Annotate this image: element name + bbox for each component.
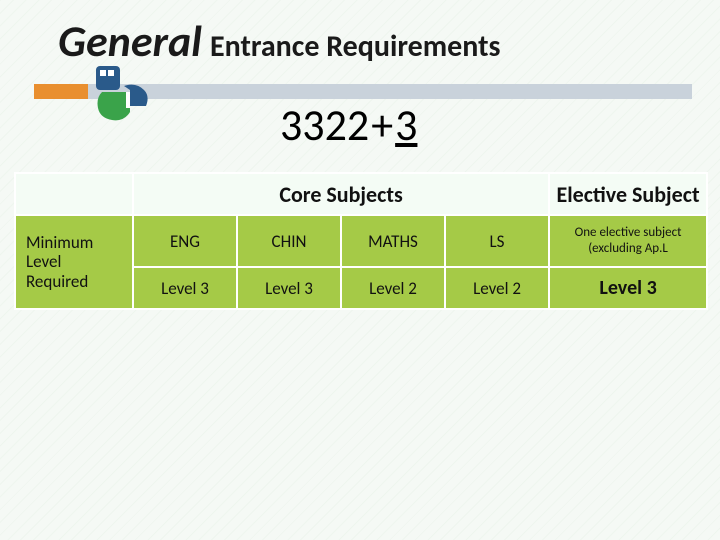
header-elective: Elective Subject [549, 173, 707, 215]
level-chin: Level 3 [237, 267, 341, 309]
formula-plus: + [371, 98, 393, 152]
title-rest: Entrance Requirements [210, 28, 500, 65]
subject-elective-note: One elective subject (excluding Ap.L [549, 215, 707, 267]
subject-eng: ENG [133, 215, 237, 267]
subject-maths: MATHS [341, 215, 445, 267]
formula-right: 3 [395, 98, 417, 152]
subject-ls: LS [445, 215, 549, 267]
page-title: General Entrance Requirements [58, 14, 500, 68]
corner-blank [15, 173, 133, 215]
level-elective: Level 3 [549, 267, 707, 309]
ouhk-logo [90, 62, 156, 124]
accent-orange-block [34, 84, 88, 99]
formula-left: 3322 [280, 98, 369, 152]
requirements-table: Core Subjects Elective Subject Minimum L… [14, 172, 706, 310]
title-emphasis: General [58, 14, 202, 68]
table-header-row: Core Subjects Elective Subject [15, 173, 707, 215]
header-core: Core Subjects [133, 173, 549, 215]
level-eng: Level 3 [133, 267, 237, 309]
subject-chin: CHIN [237, 215, 341, 267]
level-maths: Level 2 [341, 267, 445, 309]
level-ls: Level 2 [445, 267, 549, 309]
row-label: Minimum Level Required [15, 215, 133, 309]
formula: 3322+3 [280, 98, 417, 152]
subjects-row: Minimum Level Required ENG CHIN MATHS LS… [15, 215, 707, 267]
accent-grey-block [88, 84, 692, 99]
